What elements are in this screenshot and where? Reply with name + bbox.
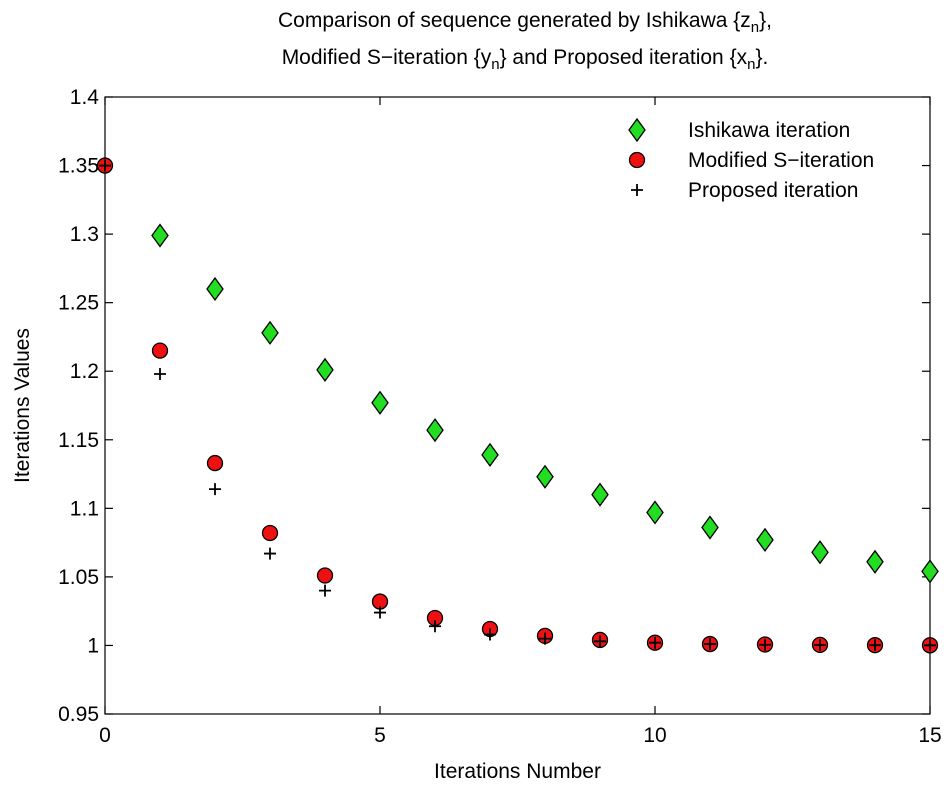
- ishikawa-point: [591, 482, 609, 507]
- y-tick-label: 1.35: [58, 155, 99, 178]
- legend-marker-ishikawa-point: [628, 117, 646, 143]
- series-proposed: [99, 159, 936, 652]
- ishikawa-point: [536, 464, 554, 489]
- y-tick-label: 1: [87, 634, 99, 657]
- proposed-point: [209, 483, 221, 496]
- proposed-point: [759, 638, 771, 651]
- modified-s-point: [151, 342, 169, 359]
- ishikawa-point: [206, 276, 224, 302]
- proposed-point: [374, 606, 386, 619]
- proposed-point: [264, 547, 276, 560]
- ishikawa-point: [646, 500, 664, 525]
- chart-title-part: } and Proposed iteration {x: [500, 46, 748, 69]
- axis-ticks: 0 5 10 15 0.95 1 1.05 1.1 1.15 1.2 1.25 1.3 1.35 1.4: [58, 86, 942, 747]
- ishikawa-point: [866, 549, 884, 574]
- legend-marker-proposed-point: [631, 184, 643, 196]
- legend: Ishikawa iteration Modified S−iteration Pr…: [628, 117, 874, 202]
- chart-title-part: n: [491, 56, 499, 73]
- legend-marker-modified-s-point: [628, 151, 646, 169]
- proposed-point: [99, 159, 111, 172]
- y-tick-label: 1.2: [70, 360, 99, 383]
- x-tick-label: 0: [99, 724, 111, 747]
- ishikawa-point: [371, 390, 389, 415]
- proposed-point: [319, 584, 331, 597]
- proposed-point: [594, 635, 606, 648]
- modified-s-point: [206, 454, 224, 472]
- proposed-point: [484, 628, 496, 641]
- proposed-point: [704, 638, 716, 651]
- ishikawa-point: [426, 418, 444, 443]
- y-tick-label: 1.4: [70, 86, 100, 109]
- y-axis-label: Iterations Values: [11, 328, 34, 483]
- y-tick-label: 0.95: [58, 703, 99, 726]
- proposed-point: [814, 639, 826, 652]
- ishikawa-point: [261, 320, 279, 345]
- x-tick-label: 15: [918, 724, 941, 747]
- modified-s-point: [316, 567, 334, 584]
- chart-title-part: },: [759, 9, 772, 32]
- ishikawa-point: [921, 559, 939, 584]
- x-tick-label: 10: [643, 724, 666, 747]
- ishikawa-point: [481, 442, 499, 467]
- y-tick-label: 1.05: [58, 566, 99, 589]
- chart-title-part: Comparison of sequence generated by Ishi…: [278, 9, 751, 32]
- chart-title: Comparison of sequence generated by Ishi…: [278, 9, 772, 73]
- chart-title-line-2: Modified S−iteration {yn} and Proposed i…: [282, 46, 769, 73]
- chart-title-part: Modified S−iteration {y: [282, 46, 492, 69]
- legend-label: Modified S−iteration: [688, 149, 874, 172]
- y-tick-label: 1.3: [70, 223, 99, 246]
- ishikawa-point: [701, 515, 719, 540]
- proposed-point: [869, 639, 881, 652]
- chart-title-part: n: [747, 56, 755, 73]
- proposed-point: [924, 639, 936, 652]
- proposed-point: [649, 636, 661, 649]
- ishikawa-point: [316, 357, 334, 382]
- legend-label: Proposed iteration: [688, 179, 858, 202]
- modified-s-point: [261, 524, 279, 542]
- chart-title-line-1: Comparison of sequence generated by Ishi…: [278, 9, 772, 36]
- plot-area-frame: [104, 96, 931, 715]
- ishikawa-point: [811, 540, 829, 565]
- proposed-point: [154, 367, 166, 380]
- y-tick-label: 1.15: [58, 429, 99, 452]
- legend-label: Ishikawa iteration: [688, 119, 850, 142]
- series-ishikawa: [151, 223, 939, 584]
- proposed-point: [539, 632, 551, 645]
- data-marks: [96, 157, 939, 654]
- y-tick-label: 1.1: [70, 497, 99, 520]
- proposed-point: [429, 620, 441, 633]
- chart-title-part: }.: [755, 46, 768, 69]
- y-tick-label: 1.25: [58, 292, 99, 315]
- x-axis-label: Iterations Number: [434, 760, 601, 783]
- ishikawa-point: [756, 527, 774, 552]
- x-tick-label: 5: [374, 724, 386, 747]
- chart-title-part: n: [751, 19, 759, 36]
- ishikawa-point: [151, 223, 169, 248]
